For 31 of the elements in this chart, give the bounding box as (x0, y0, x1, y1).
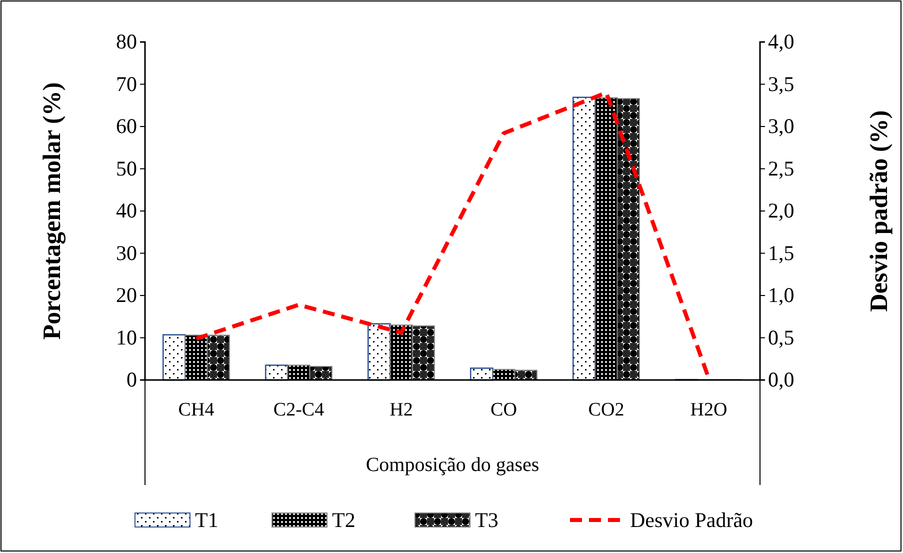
x-tick-label: CO (490, 399, 517, 420)
y2-tick-label: 0,0 (768, 368, 794, 392)
x-tick-label: C2-C4 (273, 399, 325, 420)
y2-tick-label: 2,5 (768, 156, 794, 180)
y2-tick-label: 3,5 (768, 72, 794, 96)
y-tick-label: 30 (116, 240, 137, 265)
legend-label: Desvio Padrão (630, 508, 754, 532)
legend-label: T3 (475, 508, 498, 532)
y-tick-label: 0 (126, 368, 137, 392)
y2-tick-label: 2,0 (768, 198, 794, 223)
y-tick-label: 60 (116, 114, 137, 138)
y2-tick-label: 1,5 (768, 240, 794, 265)
y-axis-title: Porcentagem molar (%) (39, 82, 66, 340)
legend-label: T2 (332, 508, 356, 532)
y-tick-label: 80 (116, 30, 137, 54)
y-tick-label: 50 (116, 156, 137, 180)
y2-tick-label: 4,0 (768, 30, 794, 54)
x-tick-label: H2O (690, 399, 728, 420)
y-tick-label: 20 (116, 283, 137, 308)
legend-label: T1 (195, 508, 218, 532)
x-tick-label: CH4 (178, 399, 215, 420)
y-tick-label: 40 (116, 198, 137, 223)
y2-tick-label: 0,5 (768, 325, 794, 350)
y2-tick-label: 3,0 (768, 114, 794, 138)
y2-axis-title: Desvio padrão (%) (866, 110, 893, 312)
y-tick-label: 10 (116, 325, 137, 350)
x-tick-label: H2 (390, 399, 413, 420)
y2-tick-label: 1,0 (768, 283, 794, 308)
x-axis-title: Composição do gases (366, 454, 540, 476)
x-tick-label: CO2 (588, 399, 624, 420)
y-tick-label: 70 (116, 72, 137, 96)
